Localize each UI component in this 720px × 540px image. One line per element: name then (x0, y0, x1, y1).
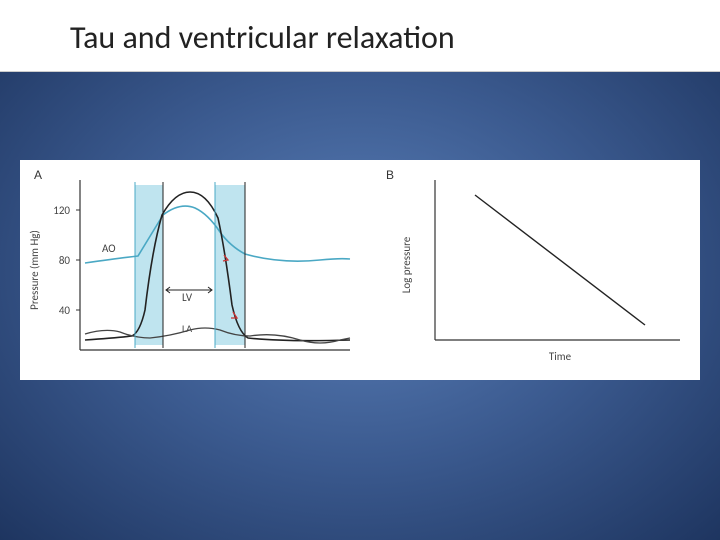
y-axis-label: Pressure (mm Hg) (28, 230, 41, 310)
shade-right (215, 185, 245, 345)
shade-left (135, 185, 163, 345)
ao-label: AO (102, 242, 116, 255)
figure-container: A 40 80 120 Pressure (mm Hg) (20, 160, 700, 380)
lv-label: LV (182, 291, 193, 304)
ytick-120: 120 (53, 204, 70, 217)
b-x-label: Time (549, 350, 572, 363)
panel-b-label: B (386, 168, 394, 182)
panel-a-chart: 40 80 120 Pressure (mm Hg) AO (20, 160, 380, 380)
ytick-80: 80 (59, 254, 71, 267)
title-bar: Tau and ventricular relaxation (0, 0, 720, 72)
panel-a-label: A (34, 168, 42, 182)
panel-b-chart: Log pressure Time (380, 160, 700, 380)
panel-b: B Log pressure Time (380, 160, 700, 380)
tau-line (475, 195, 645, 325)
la-label: LA (182, 322, 192, 335)
slide-title: Tau and ventricular relaxation (70, 18, 680, 57)
ytick-40: 40 (59, 304, 71, 317)
b-y-label: Log pressure (400, 236, 413, 293)
panel-a: A 40 80 120 Pressure (mm Hg) (20, 160, 380, 380)
